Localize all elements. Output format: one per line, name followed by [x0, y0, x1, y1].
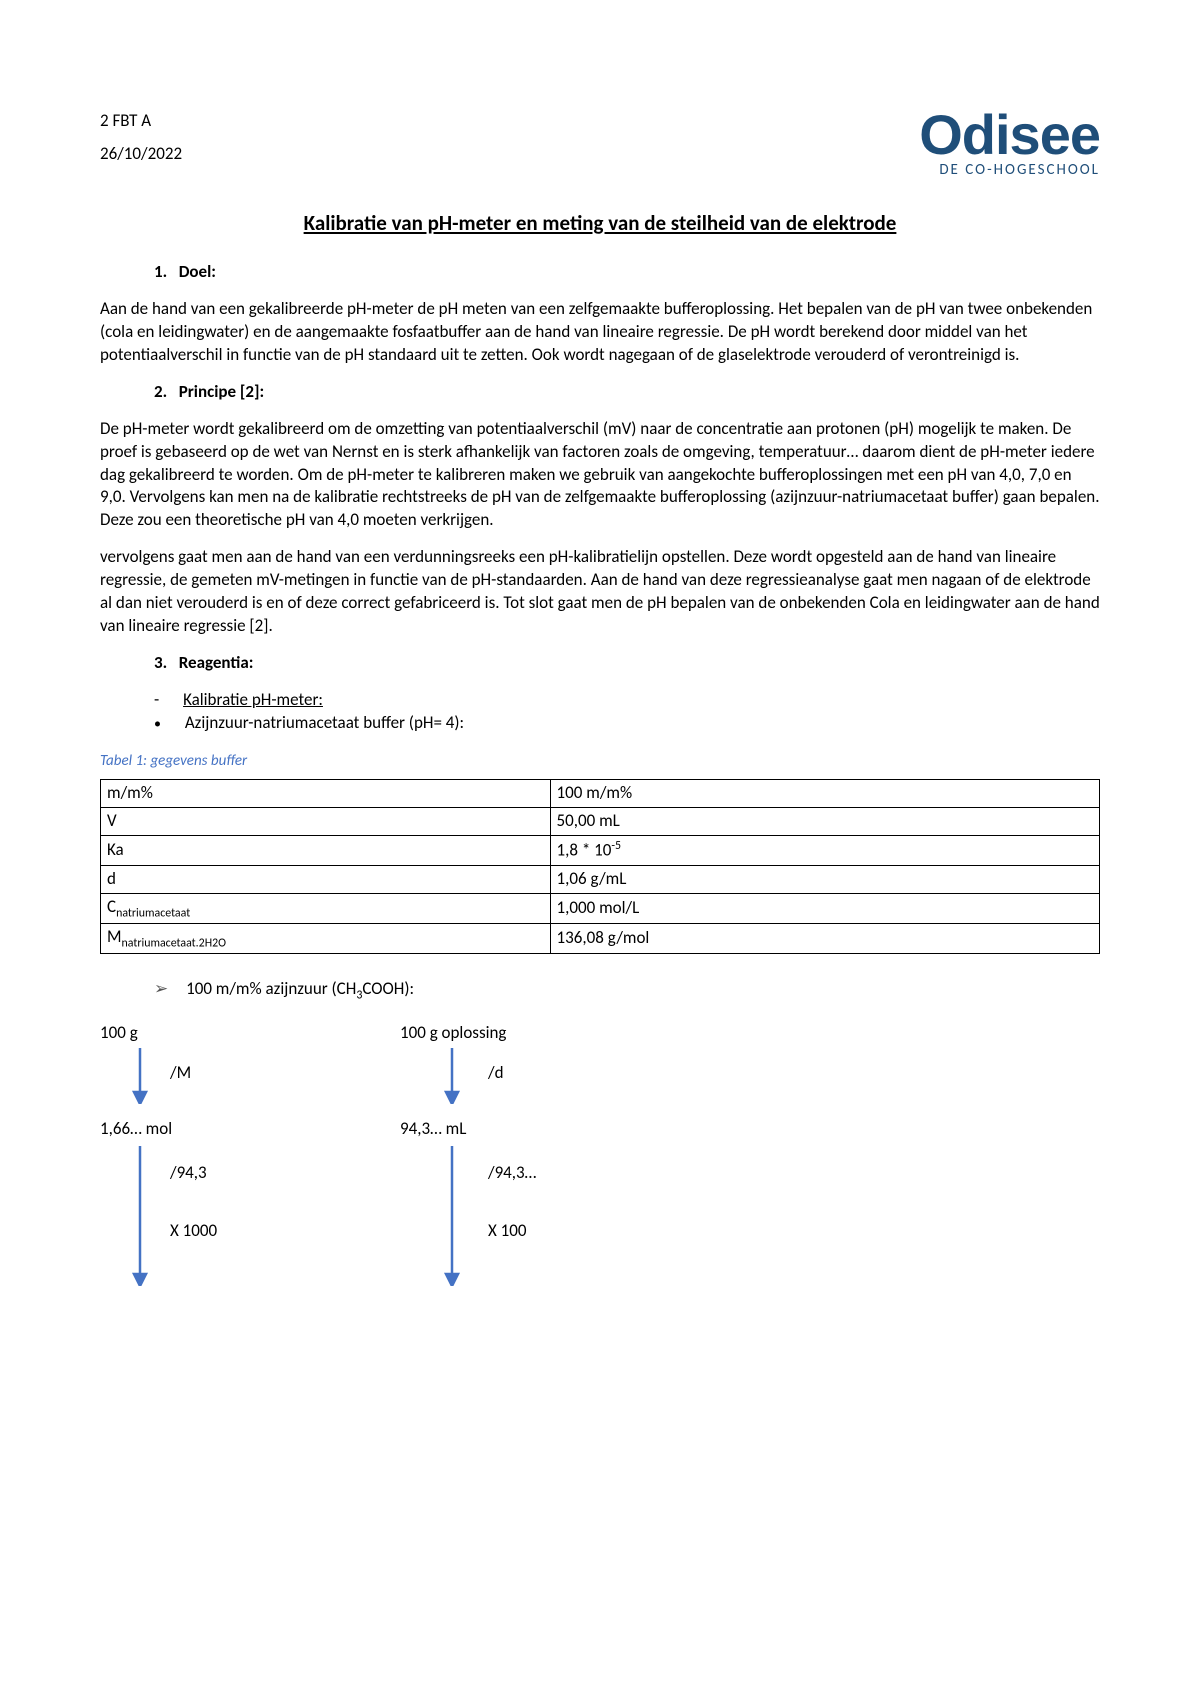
calc-op-1a: /M: [170, 1062, 191, 1085]
arrow-down-icon: [130, 1048, 150, 1104]
table-cell-value: 1,8 * 10-5: [550, 836, 1099, 866]
reagentia-dash-text: Kalibratie pH-meter:: [183, 689, 323, 710]
page-header: 2 FBT A 26/10/2022 Odisee DE CO-HOGESCHO…: [100, 110, 1100, 181]
page-title: Kalibratie van pH-meter en meting van de…: [100, 209, 1100, 237]
arrow-down-icon: [442, 1048, 462, 1104]
table-row: Cnatriumacetaat1,000 mol/L: [101, 893, 1100, 923]
course-code: 2 FBT A: [100, 110, 182, 133]
table-cell-key: V: [101, 808, 551, 836]
section-3-num: 3.: [154, 652, 167, 673]
calculation-diagram: 100 g /M 1,66… mol /94,3 X 1000 100 g op…: [100, 1022, 1100, 1342]
table-cell-key: m/m%: [101, 780, 551, 808]
azijnzuur-heading: 100 m/m% azijnzuur (CH3COOH):: [154, 978, 1100, 1003]
section-2-label: Principe [2]:: [179, 381, 265, 402]
table-cell-key: Ka: [101, 836, 551, 866]
doel-paragraph: Aan de hand van een gekalibreerde pH-met…: [100, 298, 1100, 367]
table-cell-key: Cnatriumacetaat: [101, 893, 551, 923]
document-date: 26/10/2022: [100, 143, 182, 166]
calc-op-1b: /d: [488, 1062, 504, 1085]
table-cell-key: d: [101, 865, 551, 893]
section-1-label: Doel:: [179, 261, 216, 282]
calc-right-2: 94,3… mL: [400, 1118, 466, 1141]
principe-paragraph-2: vervolgens gaat men aan de hand van een …: [100, 546, 1100, 638]
reagentia-bullet-text: Azijnzuur-natriumacetaat buffer (pH= 4):: [185, 712, 464, 733]
table-row: m/m%100 m/m%: [101, 780, 1100, 808]
calc-op-3b: X 100: [488, 1220, 527, 1243]
table-row: V50,00 mL: [101, 808, 1100, 836]
arrow-down-icon: [130, 1146, 150, 1286]
section-1-heading: 1. Doel:: [154, 261, 1100, 284]
table-row: Mnatriumacetaat.2H2O136,08 g/mol: [101, 924, 1100, 954]
section-1-num: 1.: [154, 261, 167, 282]
buffer-data-table: m/m%100 m/m%V50,00 mLKa1,8 * 10-5d1,06 g…: [100, 779, 1100, 954]
logo: Odisee DE CO-HOGESCHOOL: [919, 110, 1100, 181]
table-cell-key: Mnatriumacetaat.2H2O: [101, 924, 551, 954]
azijnzuur-heading-text: 100 m/m% azijnzuur (CH3COOH):: [186, 978, 414, 999]
header-meta: 2 FBT A 26/10/2022: [100, 110, 182, 166]
table-row: Ka1,8 * 10-5: [101, 836, 1100, 866]
principe-paragraph-1: De pH-meter wordt gekalibreerd om de omz…: [100, 418, 1100, 533]
calc-left-1: 100 g: [100, 1022, 138, 1045]
table-caption: Tabel 1: gegevens buffer: [100, 751, 1100, 771]
logo-tagline: DE CO-HOGESCHOOL: [919, 160, 1100, 180]
calc-op-2a: /94,3: [170, 1162, 207, 1185]
logo-wordmark: Odisee: [919, 110, 1100, 160]
table-cell-value: 1,06 g/mL: [550, 865, 1099, 893]
calc-op-3a: X 1000: [170, 1220, 217, 1243]
arrow-down-icon: [442, 1146, 462, 1286]
section-2-num: 2.: [154, 381, 167, 402]
table-cell-value: 50,00 mL: [550, 808, 1099, 836]
section-3-label: Reagentia:: [179, 652, 254, 673]
section-2-heading: 2. Principe [2]:: [154, 381, 1100, 404]
section-3-heading: 3. Reagentia:: [154, 652, 1100, 675]
calc-op-2b: /94,3…: [488, 1162, 536, 1185]
table-row: d1,06 g/mL: [101, 865, 1100, 893]
calc-left-2: 1,66… mol: [100, 1118, 172, 1141]
table-cell-value: 136,08 g/mol: [550, 924, 1099, 954]
table-cell-value: 100 m/m%: [550, 780, 1099, 808]
table-cell-value: 1,000 mol/L: [550, 893, 1099, 923]
calc-right-1: 100 g oplossing: [400, 1022, 506, 1045]
reagentia-bullet-item: Azijnzuur-natriumacetaat buffer (pH= 4):: [154, 712, 1100, 735]
reagentia-dash-item: Kalibratie pH-meter:: [154, 689, 1100, 712]
